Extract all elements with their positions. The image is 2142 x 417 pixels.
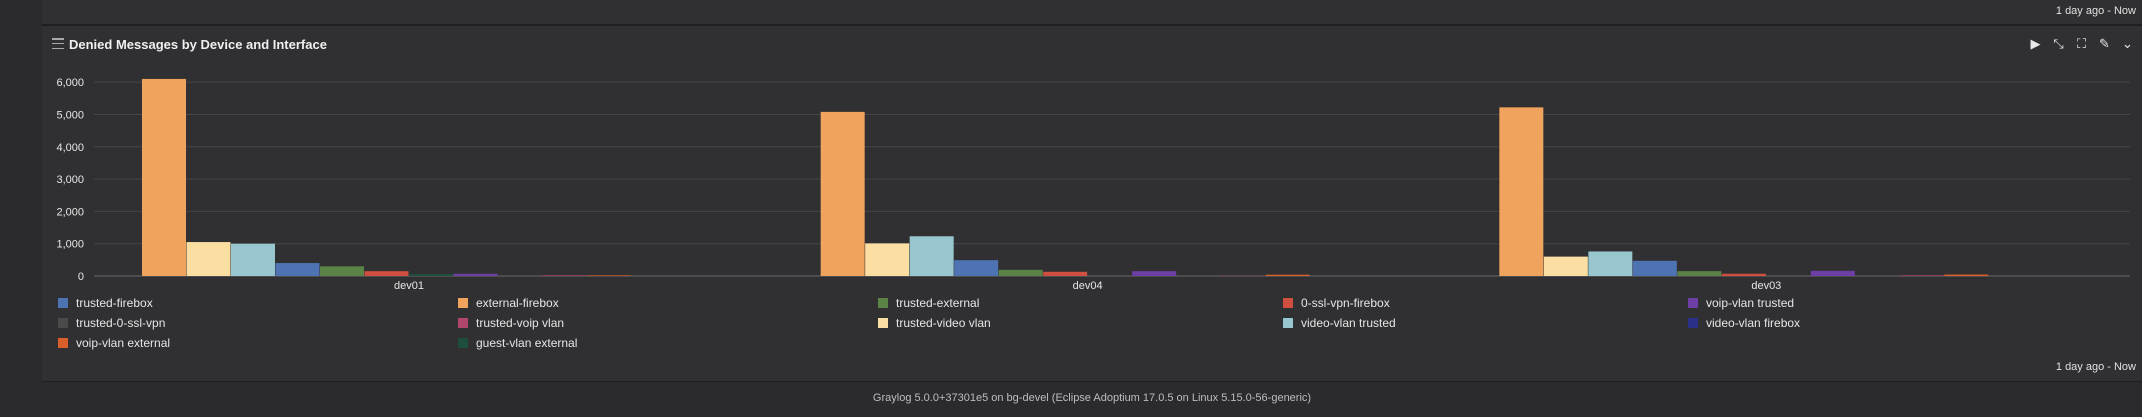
bar-external-firebox-dev01: [142, 79, 186, 276]
bar-trusted-0-ssl-vpn-dev01: [498, 275, 542, 276]
legend-label: external-firebox: [476, 296, 559, 310]
legend-item[interactable]: video-vlan firebox: [1688, 316, 1800, 330]
legend-label: voip-vlan trusted: [1706, 296, 1794, 310]
legend-label: trusted-external: [896, 296, 979, 310]
legend-item[interactable]: trusted-video vlan: [878, 316, 991, 330]
legend-label: voip-vlan external: [76, 336, 170, 350]
legend-label: video-vlan firebox: [1706, 316, 1800, 330]
bar-trusted-external-dev03: [1677, 271, 1721, 276]
bar-0-ssl-vpn-firebox-dev01: [365, 271, 409, 276]
legend-label: trusted-firebox: [76, 296, 153, 310]
legend-item[interactable]: trusted-external: [878, 296, 979, 310]
y-tick-label: 4,000: [56, 142, 84, 154]
footer: Graylog 5.0.0+37301e5 on bg-devel (Eclip…: [42, 381, 2142, 417]
legend-item[interactable]: 0-ssl-vpn-firebox: [1283, 296, 1390, 310]
bar-video-vlan-trusted-dev01: [231, 244, 275, 276]
bar-trusted-voip-vlan-dev01: [543, 275, 587, 276]
legend-label: trusted-video vlan: [896, 316, 991, 330]
legend-swatch: [58, 298, 68, 308]
legend-swatch: [1283, 298, 1293, 308]
legend-swatch: [1283, 318, 1293, 328]
bar-voip-vlan-trusted-dev03: [1811, 271, 1855, 276]
legend-label: 0-ssl-vpn-firebox: [1301, 296, 1390, 310]
bar-video-vlan-trusted-dev03: [1588, 251, 1632, 276]
legend-item[interactable]: video-vlan trusted: [1283, 316, 1396, 330]
bar-trusted-firebox-dev01: [276, 263, 320, 276]
x-tick-label: dev03: [1751, 280, 1781, 292]
bar-external-firebox-dev03: [1499, 107, 1543, 276]
footer-version-text: Graylog 5.0.0+37301e5 on bg-devel (Eclip…: [42, 392, 2142, 404]
bar-trusted-firebox-dev04: [954, 260, 998, 276]
bar-external-firebox-dev04: [821, 112, 865, 276]
y-tick-label: 6,000: [56, 77, 84, 89]
bar-video-vlan-trusted-dev04: [910, 236, 954, 276]
legend-swatch: [458, 318, 468, 328]
y-tick-label: 5,000: [56, 109, 84, 121]
bar-voip-vlan-external-dev03: [1944, 275, 1988, 276]
bar-trusted-0-ssl-vpn-dev04: [1177, 275, 1221, 276]
bar-trusted-firebox-dev03: [1633, 261, 1677, 276]
bar-trusted-0-ssl-vpn-dev03: [1855, 275, 1899, 276]
bar-trusted-voip-vlan-dev03: [1900, 275, 1944, 276]
widget-time-range: 1 day ago - Now: [2056, 361, 2136, 373]
y-tick-label: 2,000: [56, 206, 84, 218]
bar-voip-vlan-external-dev04: [1266, 275, 1310, 276]
legend-item[interactable]: trusted-firebox: [58, 296, 153, 310]
bar-trusted-video-vlan-dev03: [1544, 257, 1588, 276]
legend-swatch: [458, 298, 468, 308]
bar-voip-vlan-trusted-dev01: [454, 274, 498, 276]
previous-widget-strip: 1 day ago - Now: [42, 0, 2142, 26]
legend-label: trusted-voip vlan: [476, 316, 564, 330]
x-tick-label: dev01: [394, 280, 424, 292]
legend-item[interactable]: external-firebox: [458, 296, 559, 310]
legend-swatch: [458, 338, 468, 348]
widget-panel: Denied Messages by Device and Interface …: [42, 26, 2142, 381]
legend-swatch: [878, 318, 888, 328]
y-tick-label: 3,000: [56, 174, 84, 186]
previous-widget-time-range: 1 day ago - Now: [2056, 5, 2136, 17]
bar-0-ssl-vpn-firebox-dev03: [1722, 274, 1766, 276]
legend-item[interactable]: guest-vlan external: [458, 336, 577, 350]
bar-voip-vlan-external-dev01: [587, 275, 631, 276]
legend-item[interactable]: trusted-voip vlan: [458, 316, 564, 330]
legend-swatch: [1688, 298, 1698, 308]
bar-chart: 0 1,000 2,000 3,000 4,000 5,000 6,000 dev01 dev0…: [42, 26, 2142, 296]
legend-item[interactable]: voip-vlan trusted: [1688, 296, 1794, 310]
legend-item[interactable]: voip-vlan external: [58, 336, 170, 350]
legend-swatch: [58, 338, 68, 348]
legend-item[interactable]: trusted-0-ssl-vpn: [58, 316, 165, 330]
bar-trusted-video-vlan-dev04: [865, 243, 909, 276]
legend-label: guest-vlan external: [476, 336, 577, 350]
bar-trusted-external-dev01: [320, 266, 364, 276]
bar-0-ssl-vpn-firebox-dev04: [1043, 272, 1087, 276]
bar-voip-vlan-trusted-dev04: [1132, 271, 1176, 276]
bar-trusted-external-dev04: [999, 270, 1043, 276]
legend-swatch: [1688, 318, 1698, 328]
legend-swatch: [878, 298, 888, 308]
y-tick-label: 0: [78, 271, 84, 283]
chart-legend: trusted-firebox external-firebox trusted-e…: [58, 296, 2138, 356]
bar-guest-vlan-external-dev01: [409, 274, 453, 276]
bar-trusted-video-vlan-dev01: [187, 242, 231, 276]
left-sidebar: [0, 0, 42, 416]
legend-label: video-vlan trusted: [1301, 316, 1396, 330]
y-tick-label: 1,000: [56, 239, 84, 251]
x-tick-label: dev04: [1073, 280, 1103, 292]
legend-swatch: [58, 318, 68, 328]
legend-label: trusted-0-ssl-vpn: [76, 316, 165, 330]
